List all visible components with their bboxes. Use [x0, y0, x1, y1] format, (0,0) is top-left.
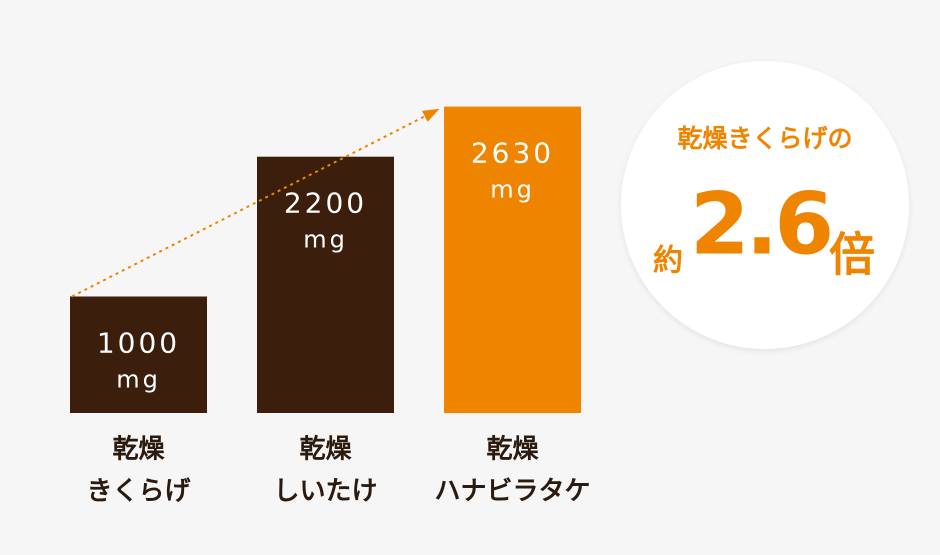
- category-label: 乾燥: [112, 435, 165, 465]
- category-label: しいたけ: [273, 477, 377, 507]
- callout-prefix: 約: [653, 244, 683, 279]
- callout-line1: 乾燥きくらげの: [677, 124, 852, 153]
- value-unit: mg: [303, 226, 348, 254]
- callout-suffix: 倍: [829, 228, 875, 282]
- trend-arrow: [71, 109, 437, 298]
- value-label: 1000: [97, 327, 180, 360]
- callout-value: 2.6: [690, 174, 831, 274]
- bar: [70, 296, 207, 413]
- value-unit: mg: [116, 366, 161, 394]
- value-unit: mg: [490, 176, 535, 204]
- bar: [257, 156, 394, 413]
- category-label: ハナビラタケ: [434, 477, 590, 507]
- callout-circle: [621, 61, 909, 349]
- bar: [444, 106, 581, 413]
- category-label: 乾燥: [486, 435, 539, 465]
- arrow-head: [422, 108, 440, 122]
- value-label: 2200: [284, 187, 367, 220]
- value-label: 2630: [471, 137, 554, 170]
- category-label: 乾燥: [299, 435, 352, 465]
- category-label: きくらげ: [86, 477, 191, 507]
